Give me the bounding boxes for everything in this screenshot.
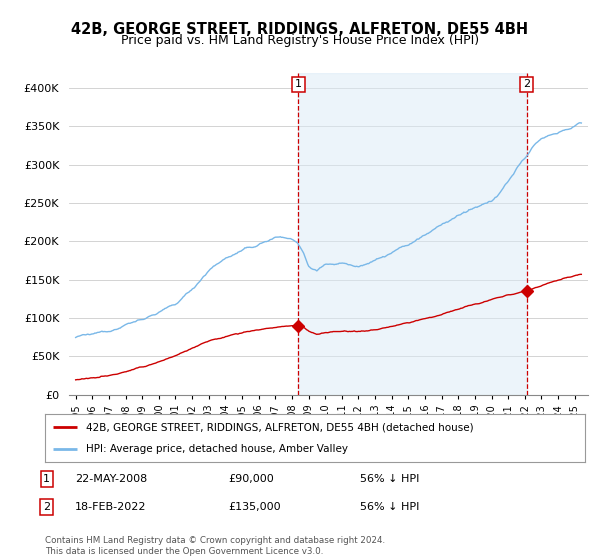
Text: HPI: Average price, detached house, Amber Valley: HPI: Average price, detached house, Ambe… xyxy=(86,444,347,454)
Text: 42B, GEORGE STREET, RIDDINGS, ALFRETON, DE55 4BH (detached house): 42B, GEORGE STREET, RIDDINGS, ALFRETON, … xyxy=(86,422,473,432)
Text: Price paid vs. HM Land Registry's House Price Index (HPI): Price paid vs. HM Land Registry's House … xyxy=(121,34,479,46)
Bar xyxy=(298,73,527,395)
Text: 56% ↓ HPI: 56% ↓ HPI xyxy=(360,474,419,484)
Text: 1: 1 xyxy=(295,80,302,89)
Text: 2: 2 xyxy=(523,80,530,89)
Text: 18-FEB-2022: 18-FEB-2022 xyxy=(75,502,146,512)
Text: 42B, GEORGE STREET, RIDDINGS, ALFRETON, DE55 4BH: 42B, GEORGE STREET, RIDDINGS, ALFRETON, … xyxy=(71,22,529,38)
Text: 56% ↓ HPI: 56% ↓ HPI xyxy=(360,502,419,512)
Text: 22-MAY-2008: 22-MAY-2008 xyxy=(75,474,147,484)
Text: £90,000: £90,000 xyxy=(228,474,274,484)
Text: 1: 1 xyxy=(43,474,50,484)
Text: £135,000: £135,000 xyxy=(228,502,281,512)
Text: Contains HM Land Registry data © Crown copyright and database right 2024.
This d: Contains HM Land Registry data © Crown c… xyxy=(45,536,385,556)
Text: 2: 2 xyxy=(43,502,50,512)
